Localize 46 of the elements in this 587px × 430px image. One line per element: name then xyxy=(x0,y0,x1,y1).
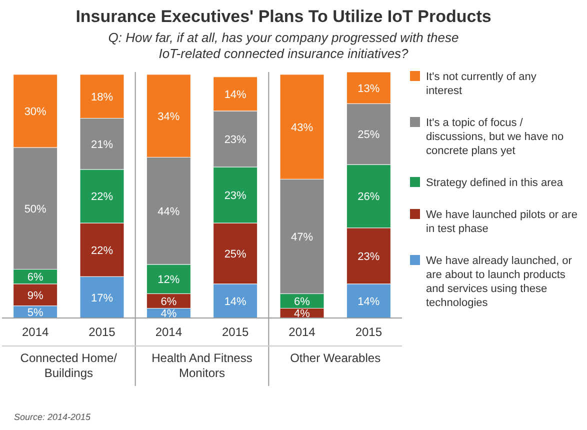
data-label: 50% xyxy=(24,203,47,216)
data-label: 47% xyxy=(290,231,314,244)
data-label: 23% xyxy=(224,190,247,202)
text: Other Wearables xyxy=(290,351,381,365)
text: Health And Fitness Monitors xyxy=(152,351,252,380)
data-label: 22% xyxy=(90,191,114,204)
chart-title: Insurance Executives' Plans To Utilize IoT Products xyxy=(76,7,492,26)
x-tick-label: 2014 xyxy=(155,325,182,339)
data-label: 43% xyxy=(290,122,314,134)
x-tick-label: 2015 xyxy=(88,325,116,339)
data-label: 5% xyxy=(27,306,44,319)
chart-subtitle: Q: How far, if at all, has your company progressed with these IoT-related connected insurance initiatives? xyxy=(108,30,459,61)
data-label: 6% xyxy=(27,272,44,284)
data-label: 26% xyxy=(358,191,380,204)
legend-label: It's a topic of focus / discussions, but we have no concrete plans yet xyxy=(426,117,564,157)
legend-label: Strategy defined in this area xyxy=(426,177,564,189)
data-label: 6% xyxy=(160,296,177,308)
text: Connected Home/ Buildings xyxy=(20,351,118,380)
data-label: 30% xyxy=(24,106,47,118)
data-label: 14% xyxy=(358,296,380,308)
data-label: 18% xyxy=(90,91,114,104)
x-tick-label: 2015 xyxy=(222,325,250,339)
data-label: 4% xyxy=(160,308,177,320)
legend-label: We have launched pilots or are in test phase xyxy=(426,209,578,235)
x-tick-label: 2014 xyxy=(22,325,50,339)
data-label: 23% xyxy=(358,250,380,263)
data-label: 14% xyxy=(224,296,247,308)
data-label: 44% xyxy=(158,206,180,218)
x-tick-label: 2015 xyxy=(355,325,382,339)
legend-label: We have already launched, or are about to launch products and services using these technologies xyxy=(426,255,572,309)
data-label: 4% xyxy=(294,308,310,320)
data-label: 22% xyxy=(90,244,114,257)
data-label: 25% xyxy=(358,129,380,142)
source-note: Source: 2014-2015 xyxy=(14,412,92,422)
data-label: 6% xyxy=(294,296,310,308)
data-label: 23% xyxy=(224,134,247,146)
x-tick-label: 2014 xyxy=(288,325,316,339)
legend-label: It's not currently of any interest xyxy=(426,71,537,97)
data-label: 17% xyxy=(90,292,114,304)
data-label: 13% xyxy=(358,82,380,95)
data-label: 14% xyxy=(224,88,247,101)
data-label: 12% xyxy=(158,274,180,286)
data-label: 21% xyxy=(90,138,114,151)
data-label: 34% xyxy=(158,110,180,123)
data-label: 9% xyxy=(27,290,44,302)
data-label: 25% xyxy=(224,248,247,260)
